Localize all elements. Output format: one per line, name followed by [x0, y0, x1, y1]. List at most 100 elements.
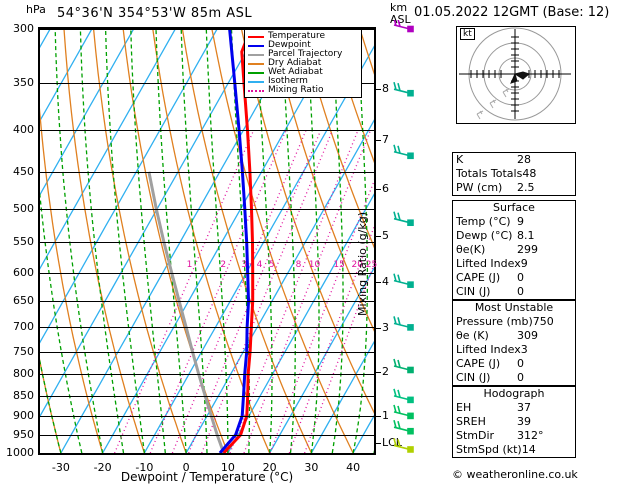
x-axis-title: Dewpoint / Temperature (°C)	[120, 470, 294, 484]
mixing-ratio-label: 15	[333, 260, 345, 270]
table-value: 9	[517, 215, 524, 228]
table-value: 39	[517, 415, 531, 428]
pressure-tick-label: 500	[13, 201, 34, 215]
height-tick-label: 2	[382, 365, 389, 379]
legend-item: Isotherm	[248, 77, 358, 86]
table-key: θe (K)	[456, 329, 489, 342]
table-key: CAPE (J)	[456, 357, 501, 370]
table-row: PW (cm) 2.5	[453, 181, 575, 195]
height-tick	[374, 188, 381, 190]
isobar-line	[40, 395, 374, 397]
mixing-ratio-label: 4	[256, 260, 263, 270]
mixing-ratio-label: 5	[268, 260, 275, 270]
table-row: CAPE (J) 0	[453, 271, 575, 285]
skewt-lines	[40, 29, 374, 453]
pressure-tick-label: 900	[13, 408, 34, 422]
isobar-line	[40, 434, 374, 436]
table-value: 0	[517, 371, 524, 384]
legend-label: Dewpoint	[268, 40, 311, 50]
table-row: EH 37	[453, 401, 575, 415]
isobar-line	[40, 453, 374, 454]
height-tick-label: 1	[382, 408, 389, 422]
temperature-tick-label: -30	[51, 461, 70, 474]
table-value: 750	[532, 315, 554, 328]
isobar-line	[40, 301, 374, 303]
height-tick-label: 4	[382, 275, 389, 289]
pressure-tick-label: 300	[13, 22, 34, 35]
table-title: Most Unstable	[474, 301, 554, 314]
mixing-ratio-label: 10	[308, 260, 321, 270]
hodograph-stats-table: Hodograph EH 37 SREH 39 StmDir 312° StmSpd (kt)…	[452, 386, 576, 458]
legend-swatch	[248, 89, 264, 92]
height-tick	[374, 139, 381, 141]
table-value: 2.5	[517, 181, 535, 194]
isobar-line	[40, 374, 374, 376]
wet-adiabat-lines	[40, 29, 374, 453]
height-tick	[374, 235, 381, 237]
table-row: θe(K) 299	[453, 243, 575, 257]
table-key: Temp (°C)	[456, 215, 511, 228]
table-value: 9	[520, 257, 528, 270]
table-value: 312°	[517, 429, 544, 442]
temperature-tick-label: -20	[93, 461, 112, 474]
table-value: 8.1	[517, 229, 535, 242]
lcl-tick	[374, 443, 381, 445]
hodograph-plot: kt	[456, 26, 576, 124]
surface-table: Surface Temp (°C) 9 Dewp (°C) 8.1 θe(K) 299 Lif…	[452, 200, 576, 300]
table-value: 299	[517, 243, 538, 256]
table-row: Totals Totals 48	[453, 167, 575, 181]
height-tick	[374, 89, 381, 91]
table-key: θe(K)	[456, 243, 486, 256]
table-key: Lifted Index	[456, 257, 521, 270]
hodograph-unit-label: kt	[460, 28, 475, 40]
table-key: Totals Totals	[456, 167, 523, 180]
table-row: CAPE (J) 0	[453, 357, 575, 371]
table-value: 37	[517, 401, 531, 414]
pressure-tick-label: 350	[13, 76, 34, 90]
indices-table: K 28 Totals Totals 48 PW (cm) 2.5	[452, 152, 576, 196]
legend-label: Isotherm	[268, 76, 308, 86]
pressure-tick-label: 1000	[6, 446, 34, 459]
temperature-tick-label: 40	[346, 461, 361, 474]
mixing-ratio-label: 20	[351, 260, 363, 270]
most-unstable-table: Most Unstable Pressure (mb) 750 θe (K) 309 Li…	[452, 300, 576, 386]
isobar-line	[40, 208, 374, 210]
table-title: Surface	[493, 201, 535, 214]
table-value: 309	[517, 329, 538, 342]
height-tick-label: 3	[382, 320, 389, 334]
pressure-tick-label: 550	[13, 235, 34, 249]
chart-legend: Temperature Dewpoint Parcel Trajectory Dry …	[244, 29, 362, 98]
table-value: 14	[521, 443, 536, 456]
temperature-tick-label: 10	[220, 461, 235, 474]
table-value: 28	[517, 153, 531, 166]
table-key: CIN (J)	[456, 371, 491, 384]
table-key: Pressure (mb)	[456, 315, 533, 328]
isobar-line	[40, 327, 374, 329]
table-key: PW (cm)	[456, 181, 503, 194]
copyright-credit: © weatheronline.co.uk	[452, 468, 578, 481]
mixing-ratio-label: 1	[186, 260, 193, 270]
isobar-line	[40, 83, 374, 85]
height-tick-label: 5	[382, 228, 389, 242]
pressure-tick-label: 450	[13, 164, 34, 178]
legend-swatch	[248, 35, 264, 38]
table-row: Lifted Index 9	[453, 257, 575, 271]
pressure-tick-label: 400	[13, 123, 34, 137]
mixing-ratio-label: 2	[220, 260, 227, 270]
height-tick-label: 7	[382, 132, 389, 146]
temperature-tick-label: -10	[135, 461, 154, 474]
temperature-tick-label: 20	[262, 461, 277, 474]
table-row: Dewp (°C) 8.1	[453, 229, 575, 243]
table-row: θe (K) 309	[453, 329, 575, 343]
legend-label: Dry Adiabat	[268, 58, 322, 68]
table-row: Lifted Index 3	[453, 343, 575, 357]
height-tick-label: 8	[382, 82, 389, 96]
height-axis-unit-label: km	[390, 1, 408, 14]
table-key: Lifted Index	[456, 343, 521, 356]
mixing-ratio-label: 8	[295, 260, 302, 270]
temperature-tick-label: 0	[182, 461, 190, 474]
table-key: Dewp (°C)	[456, 229, 513, 242]
mixing-ratio-label: 25	[365, 260, 378, 270]
legend-swatch	[248, 80, 264, 83]
skewt-panel: hPa 54°36'N 354°53'W 85m ASL km ASL 300 3…	[6, 1, 414, 484]
